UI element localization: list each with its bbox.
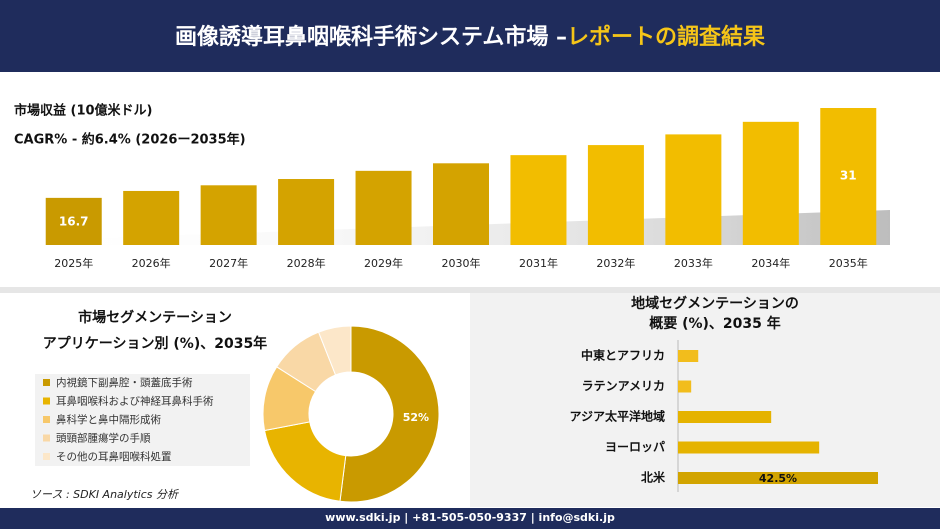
x-tick-label: 2026年 [132,256,171,270]
legend-label: その他の耳鼻咽喉科処置 [56,450,172,463]
x-tick-label: 2035年 [829,256,868,270]
x-tick-label: 2032年 [596,256,635,270]
legend-swatch [43,453,50,460]
header-title: 画像誘導耳鼻咽喉科手術システム市場 –レポートの調査結果 [175,24,765,50]
chart-subtitle: 市場収益 (10億米ドル) [14,103,153,119]
bar [433,163,489,245]
divider [0,287,940,293]
bar [587,145,644,245]
donut-slice [339,325,440,503]
bar [665,134,722,245]
x-tick-label: 2031年 [519,256,558,270]
bar [678,411,772,423]
legend-swatch [43,434,50,442]
bar [123,190,180,245]
legend-swatch [43,416,50,423]
bar [510,155,567,245]
bar [820,108,877,245]
value-label: 42.5% [759,472,797,485]
bar [45,197,102,245]
chart-subtitle: CAGR% - 約6.4% (2026ー2035年) [14,132,246,148]
source: ソース : SDKI Analytics 分析 [30,488,180,501]
legend-label: 耳鼻咽喉科および神経耳鼻科手術 [56,395,214,408]
bar [200,185,257,245]
bar [678,472,878,484]
x-tick-label: 2029年 [364,256,403,270]
chart-title: 概要 (%)、2035 年 [649,315,781,332]
bar [278,179,335,245]
x-tick-label: 2028年 [287,256,326,270]
bar [355,170,412,245]
x-tick-label: 2033年 [674,256,713,270]
header-bg [0,0,940,72]
chart-title: 市場セグメンテーション [78,309,232,326]
chart-title: 地域セグメンテーションの [631,295,799,312]
legend-label: 頭頸部腫瘍学の手順 [56,432,151,445]
y-tick-label: 北米 [641,470,666,485]
value-label: 16.7 [59,215,89,229]
title-main: 画像誘導耳鼻咽喉科手術システム市場 – [175,24,567,50]
x-tick-label: 2025年 [54,256,93,270]
bar [678,441,820,454]
donut-slice [317,325,352,376]
x-tick-label: 2030年 [442,256,481,270]
bar [678,350,699,362]
x-tick-label: 2027年 [209,256,248,270]
value-label: 31 [840,169,857,183]
legend-box [35,374,250,466]
legend-label: 内視鏡下副鼻腔・頭蓋底手術 [56,376,193,389]
title-highlight: レポートの調査結果 [567,24,765,50]
y-tick-label: アジア太平洋地域 [569,409,665,424]
footer: www.sdki.jp | +81-505-050-9337 | info@sd… [325,511,615,524]
x-tick-label: 2034年 [751,256,790,270]
legend-swatch [43,379,50,386]
footer-bg [0,508,940,529]
value-label: 52% [403,411,429,424]
legend-swatch [43,397,50,405]
chart-title: アプリケーション別 (%)、2035年 [43,335,267,352]
y-tick-label: 中東とアフリカ [581,348,665,363]
right-panel [470,293,940,507]
bar [742,121,799,245]
legend-label: 鼻科学と鼻中隔形成術 [56,413,161,426]
y-tick-label: ラテンアメリカ [582,379,665,393]
donut-slice [263,421,347,502]
bar [678,380,692,393]
y-tick-label: ヨーロッパ [605,440,665,454]
